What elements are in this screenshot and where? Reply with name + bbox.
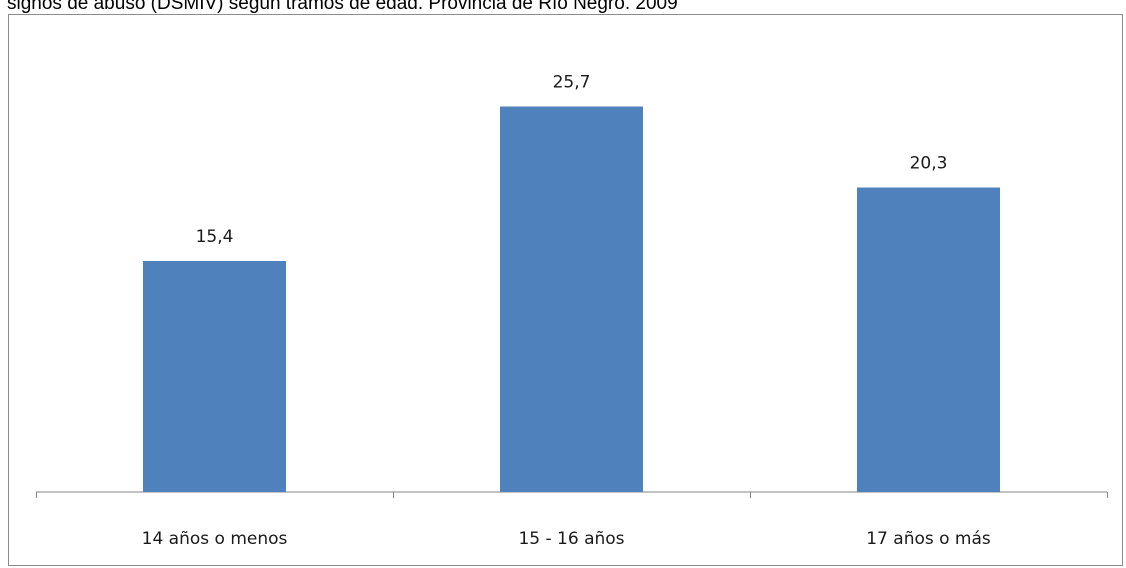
x-tick-label: 15 - 16 años (518, 529, 624, 549)
data-label: 20,3 (910, 154, 948, 174)
data-label: 25,7 (553, 73, 591, 93)
bar (143, 261, 286, 492)
bar (500, 106, 643, 492)
chart-caption: signos de abuso (DSMIV) según tramos de … (7, 0, 678, 14)
bar (857, 187, 1000, 492)
x-tick-label: 17 años o más (866, 529, 991, 549)
data-label: 15,4 (196, 227, 234, 247)
x-tick-label: 14 años o menos (142, 529, 288, 549)
